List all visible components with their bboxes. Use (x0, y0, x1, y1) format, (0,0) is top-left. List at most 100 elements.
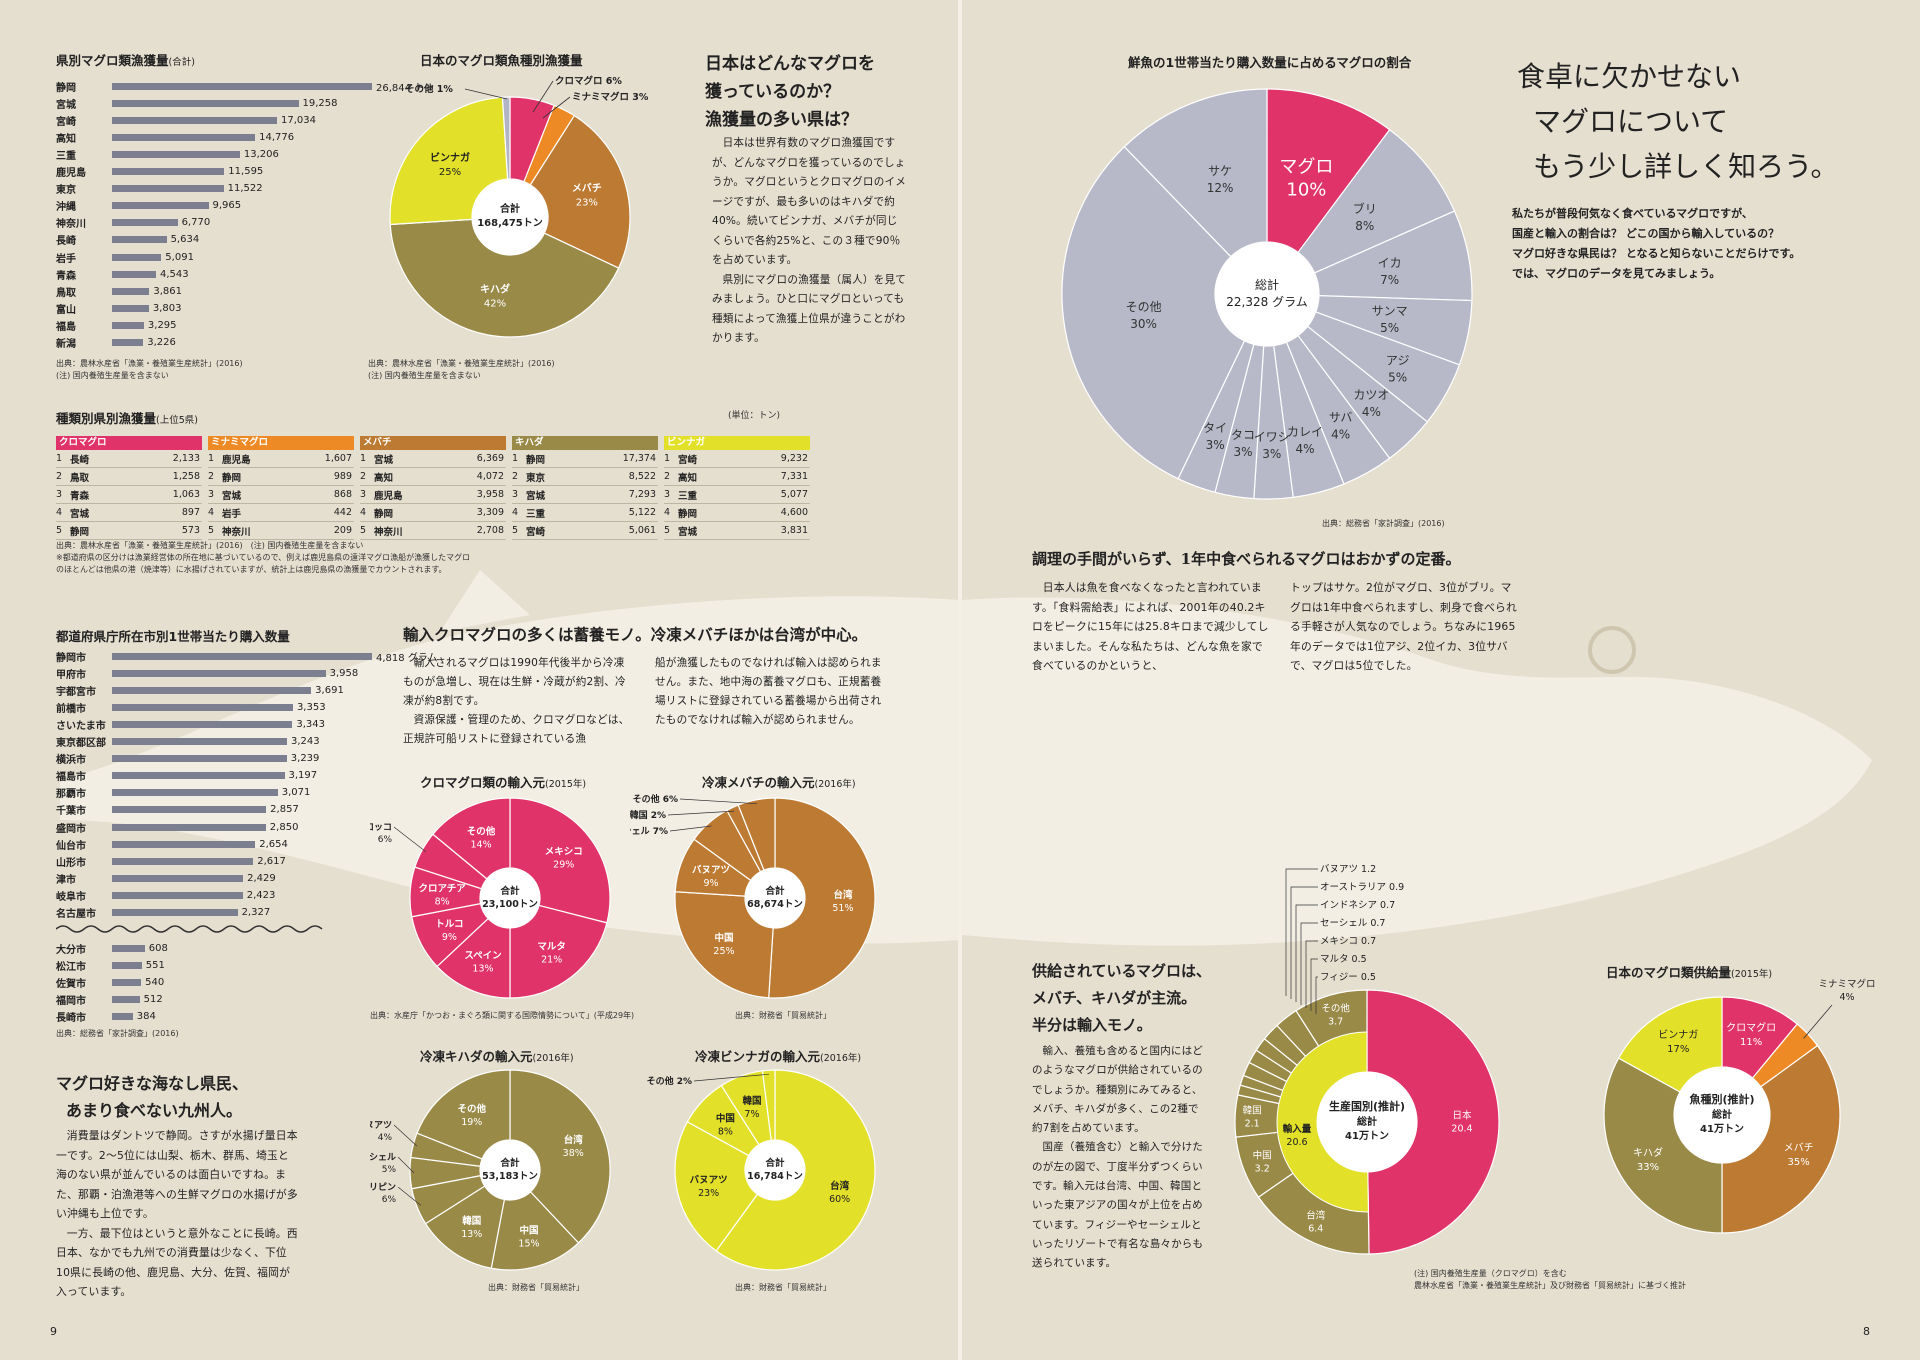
bar-label: 大分市 (56, 944, 86, 956)
top5-cell: 5,061 (628, 525, 656, 536)
chart-label: サバ (1329, 411, 1353, 425)
bar (112, 304, 149, 312)
pie-center (1215, 242, 1319, 346)
bar (112, 219, 178, 227)
chart-label: キハダ (1633, 1146, 1663, 1159)
bar-label: 松江市 (56, 961, 86, 973)
chart-label: フィリピン (370, 1181, 396, 1193)
chart-label: 7% (744, 1109, 759, 1120)
bar-label: 津市 (56, 874, 76, 886)
pie-center-value: 41万トン (1345, 1130, 1389, 1142)
bar-value: 384 (136, 1010, 156, 1022)
bar-label: さいたま市 (56, 720, 106, 732)
leader-line (693, 1073, 770, 1082)
top5-table: ビンナガ 1 宮崎 9,232 2 高知 7,331 3 三重 5,077 4 静岡 4,600 5 宮城 3… (664, 436, 810, 540)
chart-label: 33% (1637, 1162, 1659, 1173)
city-purchase-bar-chart: 静岡市 4,818 グラム 甲府市 3,958 宇都宮市 3,691 前橋市 3,353 さいた… (56, 648, 438, 923)
chart-label: カツオ (1353, 388, 1389, 402)
pie-center-value: 22,328 グラム (1226, 295, 1307, 309)
leader-line (1305, 940, 1318, 1008)
chart-label: 21% (541, 955, 562, 966)
bar-label: 名古屋市 (56, 909, 96, 920)
top5-row: 1 宮崎 9,232 (664, 450, 810, 468)
callout-label: オーストラリア 0.9 (1320, 882, 1404, 893)
leader-line (393, 826, 427, 853)
bar-value: 3,226 (147, 337, 176, 348)
bar-value: 19,258 (302, 97, 338, 109)
pie-center-label: 生産国別(推計) (1329, 1099, 1405, 1113)
leader-line (1315, 976, 1318, 1014)
tuna-silhouette-right (962, 597, 1872, 946)
bar-row: 青森 4,543 (56, 266, 189, 282)
chart-label: 23% (698, 1188, 719, 1199)
bar-row: 佐賀市 540 (56, 974, 164, 990)
pie-slice (1721, 1044, 1841, 1234)
leader-line (532, 80, 554, 113)
top5-cell: 3,309 (476, 507, 504, 518)
pie-center-label: 合計 (500, 885, 520, 897)
bar-label: 宮崎 (56, 116, 76, 128)
prefs-body: 消費量はダントツで静岡。さすが水揚げ量日本一です。2〜5位には山梨、栃木、群馬、… (56, 1129, 298, 1298)
bar-row: 静岡 26,844 トン (56, 78, 434, 94)
pie-center-label: 総計 (1712, 1108, 1732, 1121)
bar-value: 3,239 (290, 753, 320, 765)
top5-cell: 1,607 (324, 453, 352, 464)
leader-line (1310, 958, 1318, 1011)
chart-label: タコ (1231, 428, 1255, 442)
bar-label: 静岡市 (56, 652, 86, 664)
top5-cell: 3,958 (476, 489, 504, 500)
top5-table-header: ビンナガ (664, 436, 810, 450)
bar-value: 4,543 (160, 268, 189, 280)
bar-row: 松江市 551 (56, 957, 165, 973)
chart-label: 台湾 (1306, 1210, 1326, 1222)
callout-label: インドネシア 0.7 (1320, 900, 1395, 911)
pie-center-label: 総計 (1255, 277, 1279, 292)
chart-label: バヌアツ (370, 1120, 392, 1131)
chart-label: 42% (484, 299, 506, 310)
bar-label: 岐阜市 (56, 891, 86, 903)
chart-label: モロッコ (370, 823, 392, 833)
chart-label: メバチ (572, 183, 602, 195)
chart-label: サケ (1208, 164, 1232, 178)
top5-row: 1 鹿児島 1,607 (208, 450, 354, 468)
import-body-1: 輸入されるマグロは1990年代後半から冷凍ものが急増し、現在は生鮮・冷蔵が約2割… (403, 657, 630, 745)
bar-value: 2,617 (257, 855, 286, 867)
top5-cell: 868 (333, 489, 352, 500)
chart-label: マグロ (1279, 156, 1333, 177)
top5-table-header: キハダ (512, 436, 658, 450)
import-heading: 輸入クロマグロの多くは蓄養モノ。冷凍メバチほかは台湾が中心。 (403, 625, 868, 644)
bar-label: 新潟 (56, 339, 76, 350)
chart-label: アジ (1386, 354, 1410, 368)
cook-body-1: 日本人は魚を食べなくなったと言われています。「食料需給表」によれば、2001年の… (1032, 581, 1269, 672)
gutter (958, 0, 962, 1360)
top5-cell: 青森 (70, 490, 90, 502)
bar (112, 909, 238, 916)
bar-row: 千葉市 2,857 (56, 802, 299, 818)
top5-cell: 1 (664, 453, 671, 464)
top5-cell: 鹿児島 (222, 454, 251, 466)
bigeye-import-pie: 合計 68,674トン 台湾 51% 中国 25% バヌアツ 9% セーシェル 7% 韓国 2% そ… (630, 793, 876, 999)
catch-body: 日本は世界有数のマグロ漁獲国ですが、どんなマグロを獲っているのでしょうか。マグロ… (712, 137, 907, 344)
top5-notes: 出典：農林水産省「漁業・養殖業生産統計」(2016) (注) 国内養殖生産量を含… (56, 541, 471, 574)
top5-cell: 4 (512, 507, 519, 518)
bar-value: 512 (143, 993, 163, 1005)
top5-cell: 岩手 (222, 508, 242, 520)
pie4-source: 出典：財務省「貿易統計」 (735, 1283, 831, 1292)
bar (112, 185, 224, 193)
chart-label: 17% (1667, 1044, 1689, 1055)
bar-row: 大分市 608 (56, 940, 168, 956)
bar-value: 3,071 (281, 787, 311, 799)
top5-cell: 宮崎 (526, 526, 546, 538)
bar (112, 1012, 133, 1020)
supply-body: 輸入、養殖も含めると国内にはどのようなマグロが供給されているのでしょうか。種類別… (1032, 1045, 1204, 1270)
pie3-title: 冷凍キハダの輸入元(2016年) (420, 1049, 574, 1064)
chart-label: メバチ (1784, 1142, 1814, 1154)
pie-center (480, 868, 540, 928)
chart-label: ミナミマグロ (1818, 978, 1875, 990)
chart-label: 輸入量 (1283, 1123, 1312, 1135)
bar-label: 鳥取 (56, 287, 76, 299)
leader-line (1285, 868, 1318, 996)
bar-label: 三重 (56, 150, 76, 162)
bar-row: 高知 14,776 (56, 129, 294, 145)
top5-row: 5 神奈川 209 (208, 522, 354, 540)
